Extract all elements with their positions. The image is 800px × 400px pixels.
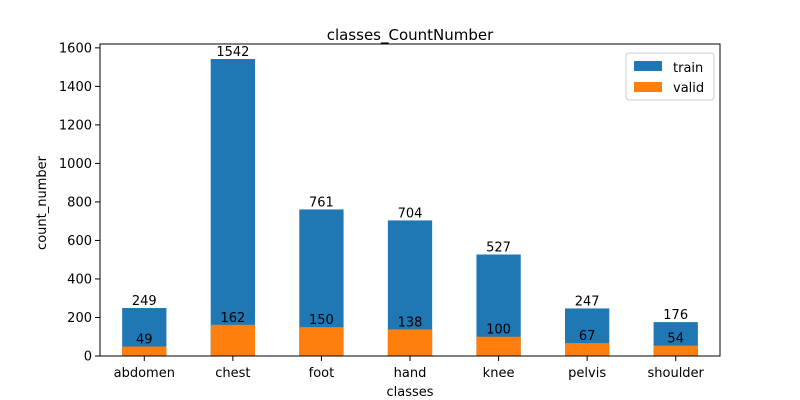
y-axis: 0 200 400 600 800 1000 1200 1400 1600 — [59, 41, 100, 365]
bar-valid-shoulder — [653, 345, 698, 356]
y-tick-label-0: 0 — [84, 350, 92, 365]
bars-layer — [122, 59, 698, 357]
x-axis: abdomen chest foot hand knee pelvis shoulder — [114, 356, 705, 381]
data-label-valid-foot: 150 — [309, 313, 334, 328]
legend-swatch-train — [634, 61, 662, 71]
x-tick-label-hand: hand — [394, 366, 427, 381]
data-label-valid-abdomen: 49 — [136, 333, 153, 348]
x-tick-label-pelvis: pelvis — [568, 366, 606, 381]
y-tick-label-200: 200 — [67, 311, 92, 326]
y-tick-label-1200: 1200 — [59, 118, 92, 133]
data-label-train-shoulder: 176 — [663, 308, 688, 323]
y-tick-label-1000: 1000 — [59, 157, 92, 172]
y-tick-label-600: 600 — [67, 234, 92, 249]
data-label-valid-shoulder: 54 — [667, 332, 684, 347]
data-label-train-hand: 704 — [398, 206, 423, 221]
data-label-train-foot: 761 — [309, 195, 334, 210]
y-axis-label: count_number — [35, 155, 50, 250]
data-label-valid-knee: 100 — [486, 323, 511, 338]
data-label-train-knee: 527 — [486, 241, 511, 256]
x-tick-label-abdomen: abdomen — [114, 366, 175, 381]
bar-train-chest — [210, 59, 255, 357]
x-tick-label-chest: chest — [215, 366, 250, 381]
y-tick-label-400: 400 — [67, 272, 92, 287]
x-axis-label: classes — [386, 385, 433, 400]
x-tick-label-shoulder: shoulder — [647, 366, 704, 381]
data-label-valid-hand: 138 — [398, 315, 423, 330]
legend: train valid — [625, 52, 715, 101]
bar-valid-abdomen — [122, 346, 167, 356]
y-tick-label-800: 800 — [67, 195, 92, 210]
bar-valid-hand — [387, 329, 433, 356]
chart-title: classes_CountNumber — [327, 26, 494, 45]
data-label-valid-pelvis: 67 — [579, 329, 596, 344]
x-tick-label-knee: knee — [483, 366, 515, 381]
data-label-valid-chest: 162 — [220, 311, 245, 326]
legend-label-valid: valid — [673, 81, 704, 96]
data-label-train-chest: 1542 — [216, 45, 249, 60]
legend-swatch-valid — [634, 82, 662, 92]
data-labels: 249 1542 761 704 527 247 176 49 162 150 138 100 67 54 — [132, 45, 688, 348]
data-label-train-abdomen: 249 — [132, 294, 157, 309]
y-tick-label-1600: 1600 — [59, 41, 92, 56]
bar-valid-chest — [210, 324, 255, 356]
bar-valid-foot — [299, 327, 344, 356]
legend-label-train: train — [673, 61, 703, 76]
bar-valid-knee — [476, 336, 521, 356]
data-label-train-pelvis: 247 — [575, 294, 600, 309]
bar-valid-pelvis — [565, 343, 610, 356]
x-tick-label-foot: foot — [309, 366, 335, 381]
y-tick-label-1400: 1400 — [59, 80, 92, 95]
